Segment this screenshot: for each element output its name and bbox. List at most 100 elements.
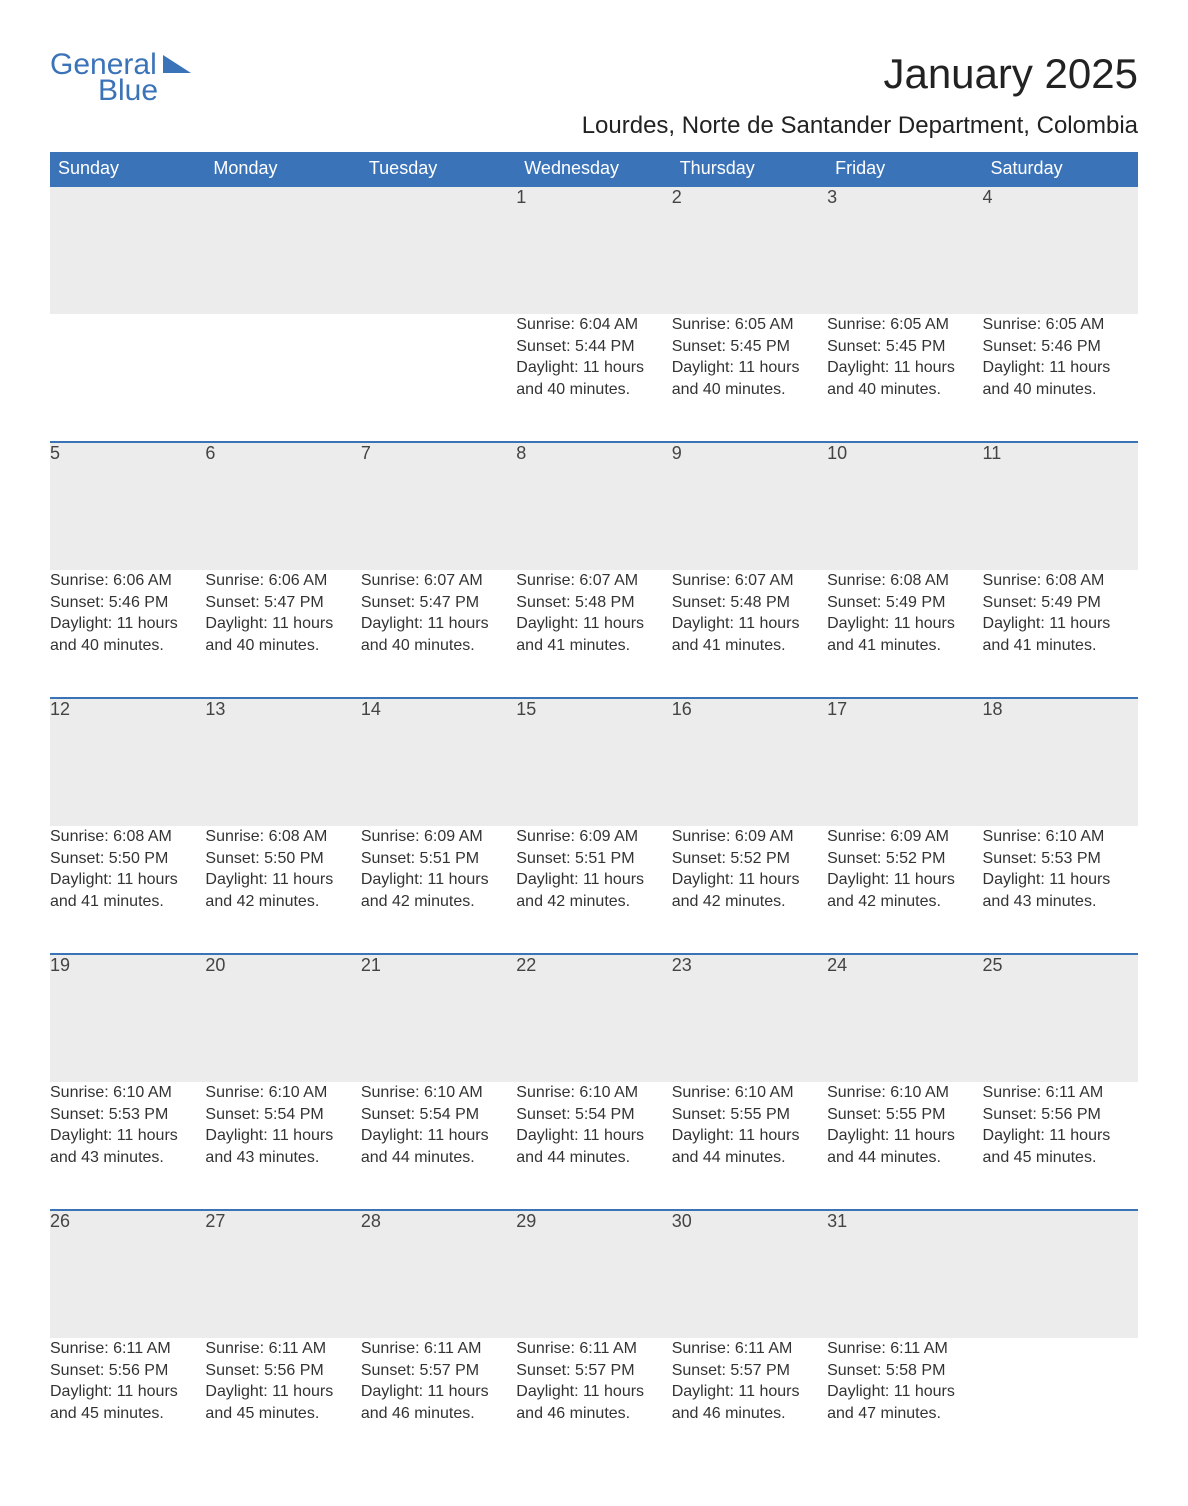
daylight-line: Daylight: 11 hours and 40 minutes. (205, 615, 333, 654)
sunset-line: Sunset: 5:53 PM (983, 850, 1101, 867)
day-number-row: 567891011 (50, 442, 1138, 570)
daylight-line: Daylight: 11 hours and 47 minutes. (827, 1383, 955, 1422)
sunrise-line: Sunrise: 6:10 AM (50, 1084, 172, 1101)
sunrise-line: Sunrise: 6:09 AM (827, 828, 949, 845)
sunrise-line: Sunrise: 6:06 AM (50, 572, 172, 589)
sunset-line: Sunset: 5:56 PM (983, 1106, 1101, 1123)
day-number-cell: 15 (516, 698, 671, 826)
day-number-cell: 24 (827, 954, 982, 1082)
sunset-line: Sunset: 5:54 PM (361, 1106, 479, 1123)
daylight-line: Daylight: 11 hours and 41 minutes. (672, 615, 800, 654)
weekday-header: Friday (827, 152, 982, 186)
location-subtitle: Lourdes, Norte de Santander Department, … (50, 112, 1138, 140)
daylight-line: Daylight: 11 hours and 40 minutes. (983, 359, 1111, 398)
day-number-cell: 16 (672, 698, 827, 826)
day-content-cell: Sunrise: 6:09 AM Sunset: 5:52 PM Daylight:… (827, 826, 982, 954)
daylight-line: Daylight: 11 hours and 42 minutes. (205, 871, 333, 910)
sunrise-line: Sunrise: 6:07 AM (672, 572, 794, 589)
daylight-line: Daylight: 11 hours and 43 minutes. (983, 871, 1111, 910)
sunset-line: Sunset: 5:47 PM (205, 594, 323, 611)
sunset-line: Sunset: 5:48 PM (672, 594, 790, 611)
sunset-line: Sunset: 5:53 PM (50, 1106, 168, 1123)
day-content-cell: Sunrise: 6:11 AMSunset: 5:57 PMDaylight:… (672, 1338, 827, 1466)
daylight-line: Daylight: 11 hours and 44 minutes. (516, 1127, 644, 1166)
day-number-cell: 9 (672, 442, 827, 570)
day-content-cell: Sunrise: 6:04 AMSunset: 5:44 PMDaylight:… (516, 314, 671, 442)
brand-logo: General Blue (50, 50, 191, 106)
day-content-cell: Sunrise: 6:11 AMSunset: 5:58 PMDaylight:… (827, 1338, 982, 1466)
sunset-line: Sunset: 5:57 PM (361, 1362, 479, 1379)
day-number-cell: 22 (516, 954, 671, 1082)
daylight-line: Daylight: 11 hours and 41 minutes. (516, 615, 644, 654)
sunrise-line: Sunrise: 6:08 AM (827, 572, 949, 589)
day-number-cell: 19 (50, 954, 205, 1082)
day-content-cell: Sunrise: 6:05 AMSunset: 5:45 PMDaylight:… (672, 314, 827, 442)
day-number-cell: 4 (983, 186, 1138, 314)
weekday-header: Tuesday (361, 152, 516, 186)
weekday-header: Thursday (672, 152, 827, 186)
daylight-line: Daylight: 11 hours and 42 minutes. (827, 871, 955, 910)
sunset-line: Sunset: 5:44 PM (516, 338, 634, 355)
sunrise-line: Sunrise: 6:09 AM (516, 828, 638, 845)
day-content-cell: Sunrise: 6:10 AMSunset: 5:55 PMDaylight:… (827, 1082, 982, 1210)
daylight-line: Daylight: 11 hours and 45 minutes. (205, 1383, 333, 1422)
sunset-line: Sunset: 5:52 PM (827, 850, 945, 867)
sunrise-line: Sunrise: 6:11 AM (827, 1340, 948, 1357)
daylight-line: Daylight: 11 hours and 41 minutes. (827, 615, 955, 654)
sunset-line: Sunset: 5:45 PM (827, 338, 945, 355)
calendar-table: SundayMondayTuesdayWednesdayThursdayFrid… (50, 152, 1138, 1466)
sunset-line: Sunset: 5:51 PM (361, 850, 479, 867)
day-number-cell: 29 (516, 1210, 671, 1338)
day-content-row: Sunrise: 6:08 AM Sunset: 5:50 PM Daylight:… (50, 826, 1138, 954)
day-content-row: Sunrise: 6:11 AM Sunset: 5:56 PM Daylight:… (50, 1338, 1138, 1466)
day-content-cell: Sunrise: 6:09 AMSunset: 5:52 PMDaylight:… (672, 826, 827, 954)
day-content-cell: Sunrise: 6:11 AMSunset: 5:57 PMDaylight:… (361, 1338, 516, 1466)
sunrise-line: Sunrise: 6:11 AM (205, 1340, 326, 1357)
day-content-cell: Sunrise: 6:10 AMSunset: 5:55 PMDaylight:… (672, 1082, 827, 1210)
daylight-line: Daylight: 11 hours and 41 minutes. (983, 615, 1111, 654)
daylight-line: Daylight: 11 hours and 41 minutes. (50, 871, 178, 910)
sunset-line: Sunset: 5:57 PM (516, 1362, 634, 1379)
day-number-cell: 1 (516, 186, 671, 314)
daylight-line: Daylight: 11 hours and 46 minutes. (516, 1383, 644, 1422)
sunset-line: Sunset: 5:47 PM (361, 594, 479, 611)
day-content-row: Sunrise: 6:04 AMSunset: 5:44 PMDaylight:… (50, 314, 1138, 442)
sunset-line: Sunset: 5:50 PM (205, 850, 323, 867)
sunrise-line: Sunrise: 6:11 AM (50, 1340, 171, 1357)
page-title: January 2025 (883, 50, 1138, 98)
day-number-cell: 20 (205, 954, 360, 1082)
day-content-cell: Sunrise: 6:07 AMSunset: 5:48 PMDaylight:… (516, 570, 671, 698)
weekday-header-row: SundayMondayTuesdayWednesdayThursdayFrid… (50, 152, 1138, 186)
sunrise-line: Sunrise: 6:10 AM (205, 1084, 327, 1101)
day-content-cell: Sunrise: 6:11 AM Sunset: 5:57 PM Daylight:… (516, 1338, 671, 1466)
sunset-line: Sunset: 5:46 PM (50, 594, 168, 611)
day-content-cell: Sunrise: 6:08 AMSunset: 5:50 PMDaylight:… (205, 826, 360, 954)
day-content-cell (205, 314, 360, 442)
sunrise-line: Sunrise: 6:11 AM (361, 1340, 482, 1357)
sunset-line: Sunset: 5:46 PM (983, 338, 1101, 355)
sunset-line: Sunset: 5:45 PM (672, 338, 790, 355)
sunset-line: Sunset: 5:52 PM (672, 850, 790, 867)
day-content-cell: Sunrise: 6:11 AMSunset: 5:56 PMDaylight:… (983, 1082, 1138, 1210)
sunrise-line: Sunrise: 6:05 AM (827, 316, 949, 333)
day-number-cell: 8 (516, 442, 671, 570)
daylight-line: Daylight: 11 hours and 45 minutes. (50, 1383, 178, 1422)
daylight-line: Daylight: 11 hours and 40 minutes. (827, 359, 955, 398)
brand-text-blue: Blue (98, 76, 191, 106)
sunrise-line: Sunrise: 6:08 AM (50, 828, 172, 845)
day-number-cell: 27 (205, 1210, 360, 1338)
calendar-page: General Blue January 2025 Lourdes, Norte… (0, 0, 1188, 1506)
daylight-line: Daylight: 11 hours and 40 minutes. (361, 615, 489, 654)
day-content-cell (50, 314, 205, 442)
sunrise-line: Sunrise: 6:09 AM (361, 828, 483, 845)
day-number-cell: 23 (672, 954, 827, 1082)
daylight-line: Daylight: 11 hours and 42 minutes. (672, 871, 800, 910)
sunrise-line: Sunrise: 6:11 AM (516, 1340, 637, 1357)
sunset-line: Sunset: 5:49 PM (983, 594, 1101, 611)
sunset-line: Sunset: 5:56 PM (50, 1362, 168, 1379)
weekday-header: Monday (205, 152, 360, 186)
sunrise-line: Sunrise: 6:05 AM (672, 316, 794, 333)
day-content-row: Sunrise: 6:10 AM Sunset: 5:53 PM Daylight:… (50, 1082, 1138, 1210)
daylight-line: Daylight: 11 hours and 44 minutes. (672, 1127, 800, 1166)
day-content-cell: Sunrise: 6:10 AMSunset: 5:54 PMDaylight:… (361, 1082, 516, 1210)
